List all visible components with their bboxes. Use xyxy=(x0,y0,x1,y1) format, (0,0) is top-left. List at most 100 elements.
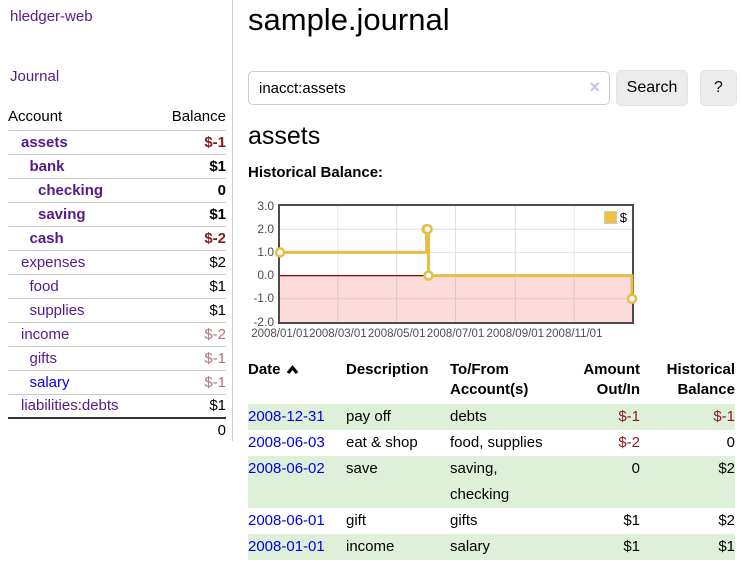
transaction-description: eat & shop xyxy=(346,434,418,451)
account-heading: assets xyxy=(248,122,321,150)
transaction-balance: $1 xyxy=(718,538,735,555)
accounts-header-row: Account Balance xyxy=(8,104,226,130)
transaction-balance: $2 xyxy=(718,512,735,529)
negative-region xyxy=(280,275,632,322)
transaction-date-link[interactable]: 2008-06-03 xyxy=(248,434,325,451)
transaction-accounts: saving, checking xyxy=(450,460,510,503)
y-axis-tick-label: 2.0 xyxy=(257,221,274,236)
accounts-total-balance: 0 xyxy=(149,417,226,442)
x-axis-tick-label: 2008/05/01 xyxy=(367,328,426,340)
transaction-accounts: debts xyxy=(450,408,487,425)
transaction-balance: $2 xyxy=(718,460,735,477)
accounts-table: Account Balance assets $-1 bank $1 check… xyxy=(8,104,226,442)
search-form: × Search ? xyxy=(248,70,737,106)
account-row: supplies $1 xyxy=(8,298,226,322)
account-link[interactable]: salary xyxy=(29,373,70,391)
x-axis-tick-label: 2008/11/01 xyxy=(545,328,603,340)
sort-asc-icon xyxy=(286,365,298,375)
account-balance: 0 xyxy=(217,181,226,199)
account-row: gifts $-1 xyxy=(8,346,226,370)
column-header-balance: Historical Balance xyxy=(666,361,735,398)
transaction-date-link[interactable]: 2008-01-01 xyxy=(248,538,325,555)
account-balance: $2 xyxy=(209,253,226,271)
transaction-amount: $-1 xyxy=(618,408,640,425)
transaction-amount: 0 xyxy=(631,460,640,477)
account-row: expenses $2 xyxy=(8,250,226,274)
transaction-amount: $1 xyxy=(623,512,640,529)
account-balance: $1 xyxy=(209,397,226,415)
account-balance: $-1 xyxy=(204,349,226,367)
account-balance: $-2 xyxy=(204,229,226,247)
account-link[interactable]: assets xyxy=(21,133,68,151)
chart-title: Historical Balance: xyxy=(248,164,384,181)
register-header-row: Date Description To/From Account(s) Amou… xyxy=(248,360,735,404)
account-balance: $-1 xyxy=(204,133,226,151)
account-row: cash $-2 xyxy=(8,226,226,250)
account-balance: $-1 xyxy=(204,373,226,391)
transaction-date-link[interactable]: 2008-12-31 xyxy=(248,408,325,425)
y-axis-tick-label: 1.0 xyxy=(257,244,274,259)
account-row: salary $-1 xyxy=(8,370,226,394)
main-content: sample.journal × Search ? assets Histori… xyxy=(248,0,737,582)
transaction-row: 2008-01-01 income salary $1 $1 xyxy=(248,534,735,560)
account-link[interactable]: expenses xyxy=(21,253,86,271)
account-row: food $1 xyxy=(8,274,226,298)
account-balance: $1 xyxy=(209,157,226,175)
account-link[interactable]: saving xyxy=(38,205,86,223)
account-link[interactable]: cash xyxy=(29,229,64,247)
sidebar: hledger-web Journal Account Balance asse… xyxy=(0,0,233,442)
brand-link[interactable]: hledger-web xyxy=(10,8,93,25)
account-link[interactable]: liabilities:debts xyxy=(21,397,119,415)
y-axis-tick-label: -2.0 xyxy=(253,314,274,329)
transaction-description: save xyxy=(346,460,378,477)
x-axis-tick-label: 2008/01/01 xyxy=(251,328,309,340)
data-point-marker xyxy=(423,270,434,281)
account-link[interactable]: bank xyxy=(29,157,65,175)
transaction-balance: $-1 xyxy=(713,408,735,425)
account-link[interactable]: food xyxy=(29,277,59,295)
column-header-amount: Amount Out/In xyxy=(583,361,640,398)
account-link[interactable]: gifts xyxy=(29,349,58,367)
chart-legend: $ xyxy=(603,210,627,225)
transaction-accounts: salary xyxy=(450,538,491,555)
page-title: sample.journal xyxy=(248,2,450,37)
search-button[interactable]: Search xyxy=(616,70,688,106)
transaction-date-link[interactable]: 2008-06-02 xyxy=(248,460,325,477)
y-axis-tick-label: 0.0 xyxy=(257,268,274,283)
transaction-row: 2008-12-31 pay off debts $-1 $-1 xyxy=(248,404,735,430)
account-link[interactable]: checking xyxy=(38,181,104,199)
column-header-description: Description xyxy=(346,361,429,378)
y-axis-tick-label: -1.0 xyxy=(253,291,274,306)
data-point-marker xyxy=(422,223,433,235)
legend-label: $ xyxy=(619,210,627,225)
transaction-balance: 0 xyxy=(726,434,735,451)
transaction-amount: $1 xyxy=(623,538,640,555)
column-header-accounts: To/From Account(s) xyxy=(450,361,529,398)
search-input[interactable] xyxy=(248,71,610,105)
transaction-accounts: gifts xyxy=(450,512,478,529)
transaction-row: 2008-06-02 save saving, checking 0 $2 xyxy=(248,456,735,508)
account-balance: $1 xyxy=(209,205,226,223)
account-row: saving $1 xyxy=(8,202,226,226)
column-header-date[interactable]: Date xyxy=(248,360,346,404)
transaction-description: income xyxy=(346,538,395,555)
transaction-date-link[interactable]: 2008-06-01 xyxy=(248,512,325,529)
data-point-marker xyxy=(626,293,638,305)
clear-search-icon[interactable]: × xyxy=(589,77,600,97)
register-table: Date Description To/From Account(s) Amou… xyxy=(248,360,735,560)
account-balance: $-2 xyxy=(204,325,226,343)
transaction-row: 2008-06-01 gift gifts $1 $2 xyxy=(248,508,735,534)
data-point-marker xyxy=(274,247,286,258)
transaction-description: pay off xyxy=(346,408,391,425)
account-row: checking 0 xyxy=(8,178,226,202)
accounts-header-account: Account xyxy=(8,108,63,126)
account-link[interactable]: income xyxy=(21,325,70,343)
chart-plot-area[interactable]: $ xyxy=(274,204,638,324)
legend-swatch-icon xyxy=(603,211,617,224)
account-link[interactable]: supplies xyxy=(29,301,85,319)
search-box: × xyxy=(248,71,610,105)
accounts-header-balance: Balance xyxy=(171,108,226,126)
account-balance: $1 xyxy=(209,301,226,319)
sidebar-item-journal[interactable]: Journal xyxy=(10,68,60,85)
help-button[interactable]: ? xyxy=(700,70,737,106)
